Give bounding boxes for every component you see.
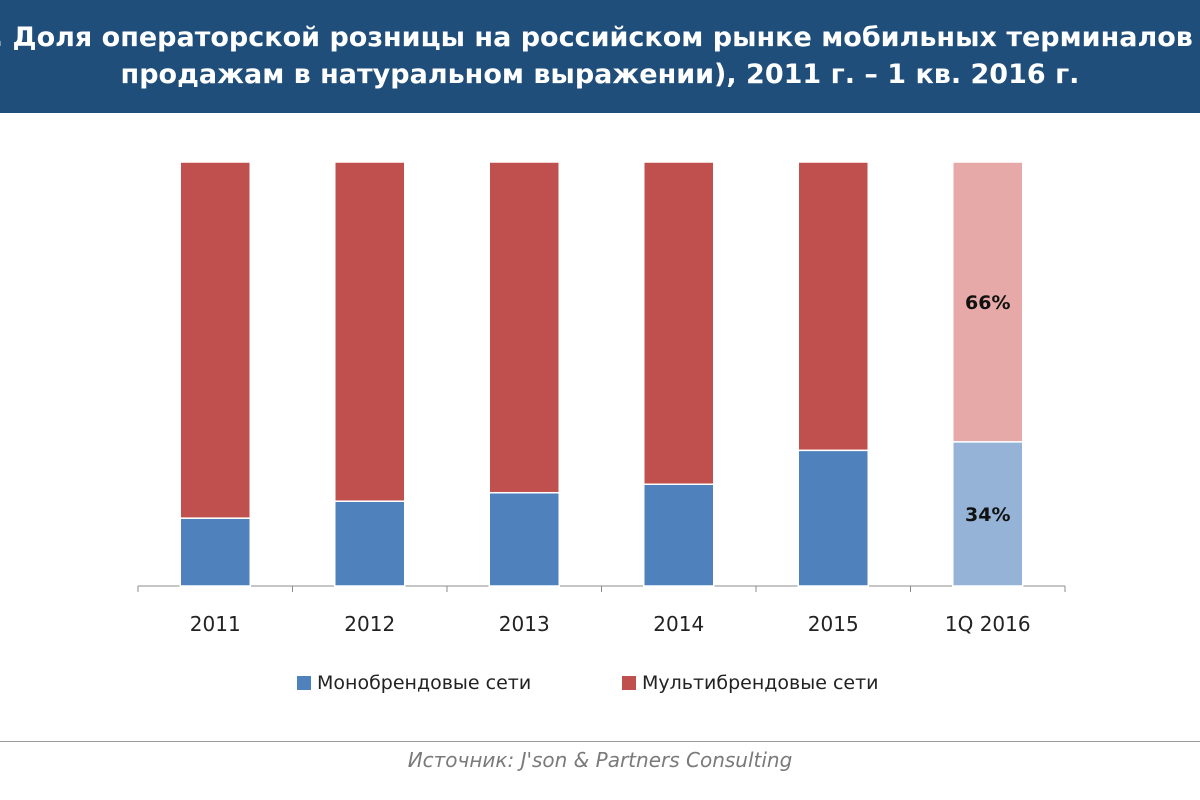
- legend-label-mono: Монобрендовые сети: [317, 672, 532, 694]
- data-label: 66%: [965, 292, 1010, 314]
- legend-item-mono: Монобрендовые сети: [297, 672, 531, 694]
- title-bar: 1. Доля операторской розницы на российск…: [0, 0, 1200, 113]
- stacked-bar-chart: 2011 2012 2013 2014 2015 34% 66% 1Q 2016: [137, 161, 1066, 636]
- chart-title-line-1: 1. Доля операторской розницы на российск…: [0, 22, 1193, 53]
- legend: Монобрендовые сети Мультибрендовые сети: [0, 672, 1200, 696]
- bar-multi-2011: [179, 161, 251, 519]
- bar-mono-2012: [334, 500, 406, 587]
- bar-mono-2015: [797, 449, 869, 587]
- legend-label-multi: Мультибрендовые сети: [642, 672, 879, 694]
- bar-mono-2013: [488, 491, 560, 587]
- x-tick-label: 2013: [499, 612, 550, 636]
- data-label: 34%: [965, 504, 1010, 526]
- bar-mono-2011: [179, 517, 251, 587]
- footer-divider: [0, 741, 1200, 742]
- bar-mono-1Q-2016: [952, 441, 1024, 587]
- source-note: Источник: J'son & Partners Consulting: [407, 748, 793, 772]
- bar-multi-2014: [643, 161, 715, 485]
- chart-title: 1. Доля операторской розницы на российск…: [0, 19, 1200, 93]
- x-tick-label: 1Q 2016: [945, 612, 1031, 636]
- bar-multi-1Q-2016: [952, 161, 1024, 443]
- chart-title-line-2: продажам в натуральном выражении), 2011 …: [120, 59, 1080, 90]
- bar-multi-2013: [488, 161, 560, 494]
- bar-mono-2014: [643, 483, 715, 587]
- x-tick-label: 2014: [653, 612, 704, 636]
- x-tick-label: 2011: [190, 612, 241, 636]
- bar-multi-2012: [334, 161, 406, 502]
- x-tick-label: 2015: [808, 612, 859, 636]
- bar-multi-2015: [797, 161, 869, 452]
- legend-swatch-multi: [622, 676, 636, 690]
- legend-swatch-mono: [297, 676, 311, 690]
- legend-item-multi: Мультибрендовые сети: [622, 672, 879, 694]
- x-tick-label: 2012: [344, 612, 395, 636]
